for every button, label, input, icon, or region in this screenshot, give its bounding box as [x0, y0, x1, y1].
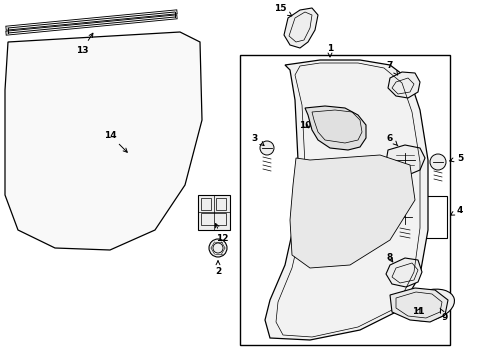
Polygon shape — [289, 155, 414, 268]
Bar — [240, 55, 449, 345]
Text: 13: 13 — [76, 33, 93, 54]
Text: 7: 7 — [386, 60, 397, 75]
Polygon shape — [387, 72, 419, 98]
Polygon shape — [385, 145, 424, 175]
Circle shape — [394, 207, 414, 227]
Bar — [381, 196, 446, 238]
Polygon shape — [264, 60, 427, 340]
Text: 8: 8 — [386, 253, 392, 262]
Polygon shape — [385, 258, 421, 287]
Text: 9: 9 — [439, 308, 447, 323]
Polygon shape — [389, 288, 447, 322]
Text: 10: 10 — [298, 121, 310, 130]
Text: 5: 5 — [449, 153, 462, 162]
Circle shape — [208, 239, 226, 257]
Circle shape — [429, 154, 445, 170]
Polygon shape — [198, 195, 229, 230]
Bar — [90, 110, 130, 168]
Text: 14: 14 — [103, 131, 127, 152]
Text: 11: 11 — [411, 307, 424, 316]
Polygon shape — [284, 8, 317, 48]
Circle shape — [260, 141, 273, 155]
Text: 6: 6 — [386, 134, 397, 146]
Text: 12: 12 — [215, 224, 228, 243]
Text: 4: 4 — [449, 206, 462, 215]
Polygon shape — [5, 32, 202, 250]
Text: 2: 2 — [214, 261, 221, 276]
Text: 1: 1 — [326, 44, 332, 57]
Ellipse shape — [405, 289, 453, 321]
Polygon shape — [305, 106, 365, 150]
Text: 3: 3 — [251, 134, 264, 145]
Text: 15: 15 — [273, 4, 291, 16]
